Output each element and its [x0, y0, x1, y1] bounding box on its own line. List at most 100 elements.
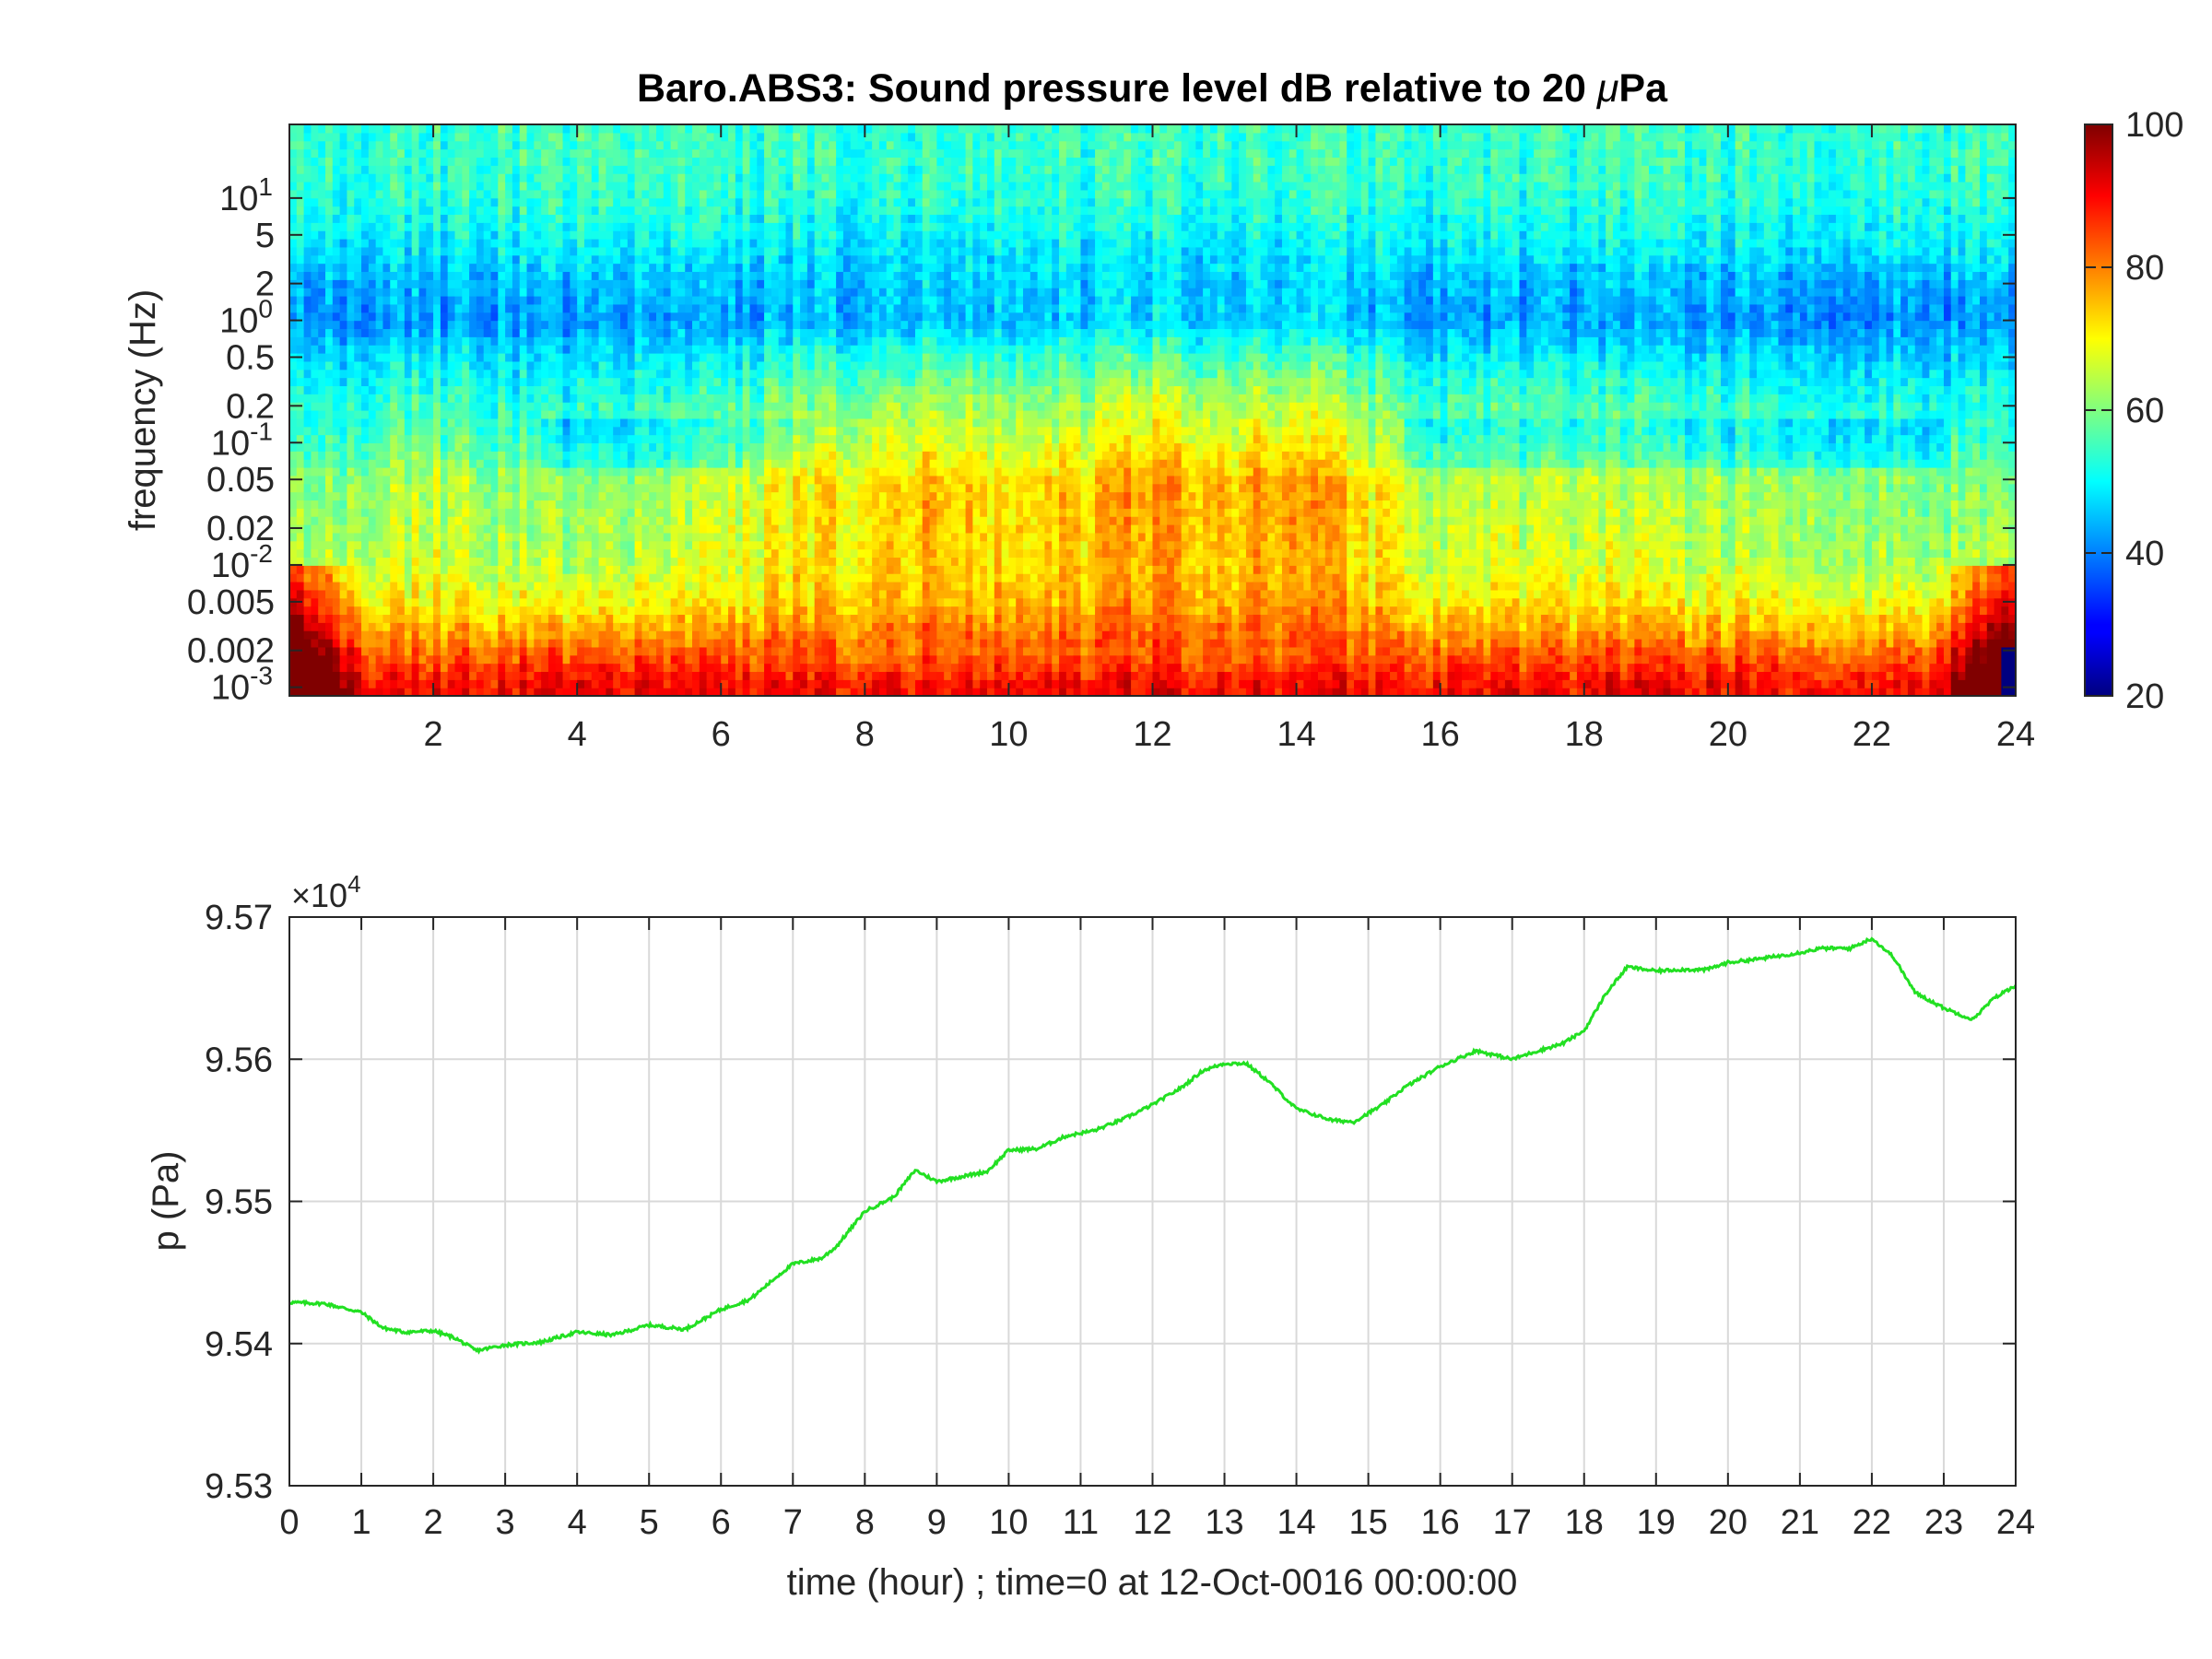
heatmap-cell [490, 679, 499, 688]
heatmap-cell [606, 671, 614, 680]
heatmap-cell [598, 377, 606, 387]
heatmap-cell [670, 189, 679, 199]
heatmap-cell [547, 483, 557, 493]
heatmap-cell [526, 182, 535, 191]
heatmap-cell [368, 639, 377, 648]
heatmap-cell [390, 328, 398, 337]
heatmap-cell [404, 288, 413, 297]
heatmap-cell [613, 165, 621, 174]
heatmap-cell [476, 671, 485, 680]
heatmap-cell [728, 263, 736, 273]
heatmap-cell [447, 679, 456, 688]
heatmap-cell [547, 254, 557, 265]
heatmap-cell [656, 467, 665, 477]
heatmap-cell [347, 345, 355, 354]
heatmap-cell [440, 353, 449, 362]
heatmap-cell [462, 622, 470, 631]
heatmap-cell [649, 426, 657, 436]
heatmap-cell [728, 622, 736, 631]
heatmap-cell [692, 654, 700, 665]
heatmap-cell [764, 459, 772, 468]
heatmap-cell [339, 573, 348, 582]
heatmap-cell [440, 491, 449, 501]
heatmap-cell [433, 630, 441, 640]
heatmap-cell [311, 148, 319, 159]
heatmap-cell [534, 189, 542, 199]
heatmap-cell [440, 434, 449, 444]
heatmap-cell [411, 491, 420, 501]
heatmap-cell [562, 182, 571, 191]
heatmap-cell [800, 557, 808, 566]
heatmap-cell [512, 279, 521, 288]
heatmap-cell [692, 197, 700, 207]
heatmap-cell [426, 582, 434, 591]
heatmap-cell [721, 426, 729, 436]
heatmap-cell [641, 206, 650, 216]
heatmap-cell [670, 197, 679, 207]
heatmap-cell [397, 303, 406, 313]
heatmap-cell [670, 182, 679, 191]
heatmap-cell [793, 410, 801, 419]
heatmap-cell [289, 582, 298, 591]
heatmap-cell [411, 230, 420, 240]
heatmap-cell [354, 402, 362, 411]
heatmap-cell [649, 148, 657, 159]
heatmap-cell [577, 148, 585, 159]
heatmap-cell [390, 385, 398, 394]
heatmap-cell [570, 385, 578, 394]
heatmap-cell [404, 369, 413, 379]
heatmap-cell [778, 491, 787, 501]
heatmap-cell [577, 336, 585, 346]
heatmap-cell [526, 214, 535, 223]
heatmap-cell [534, 508, 542, 517]
heatmap-cell [706, 459, 715, 468]
heatmap-cell [627, 483, 636, 493]
heatmap-cell [685, 173, 693, 182]
heatmap-cell [598, 288, 606, 297]
heatmap-cell [742, 206, 751, 216]
heatmap-cell [793, 303, 801, 313]
heatmap-cell [677, 360, 686, 371]
heatmap-cell [663, 230, 672, 240]
heatmap-cell [462, 516, 470, 525]
heatmap-cell [649, 679, 657, 688]
heatmap-cell [692, 394, 700, 403]
heatmap-cell [663, 418, 672, 428]
heatmap-cell [519, 140, 528, 150]
heatmap-cell [354, 296, 362, 305]
heatmap-cell [562, 303, 571, 313]
heatmap-cell [476, 206, 485, 216]
heatmap-cell [339, 230, 348, 240]
heatmap-cell [519, 639, 528, 648]
heatmap-cell [332, 597, 341, 607]
heatmap-cell [526, 639, 535, 648]
heatmap-cell [483, 328, 492, 337]
heatmap-cell [311, 614, 319, 623]
heatmap-cell [771, 434, 780, 444]
heatmap-cell [570, 639, 578, 648]
heatmap-cell [742, 606, 751, 616]
heatmap-cell [332, 222, 341, 231]
heatmap-cell [778, 165, 787, 174]
heatmap-cell [505, 516, 513, 525]
heatmap-cell [692, 353, 700, 362]
heatmap-cell [670, 230, 679, 240]
heatmap-cell [454, 646, 463, 656]
heatmap-cell [476, 663, 485, 673]
heatmap-cell [411, 328, 420, 337]
heatmap-cell [606, 532, 614, 542]
heatmap-cell [591, 663, 600, 673]
heatmap-cell [663, 353, 672, 362]
heatmap-cell [289, 516, 298, 525]
heatmap-cell [735, 369, 744, 379]
heatmap-cell [426, 288, 434, 297]
heatmap-cell [447, 614, 456, 623]
heatmap-cell [634, 434, 642, 444]
heatmap-cell [382, 369, 391, 379]
heatmap-cell [462, 182, 470, 191]
heatmap-cell [663, 336, 672, 346]
heatmap-cell [469, 230, 477, 240]
heatmap-cell [347, 614, 355, 623]
heatmap-cell [713, 124, 722, 134]
heatmap-cell [476, 434, 485, 444]
